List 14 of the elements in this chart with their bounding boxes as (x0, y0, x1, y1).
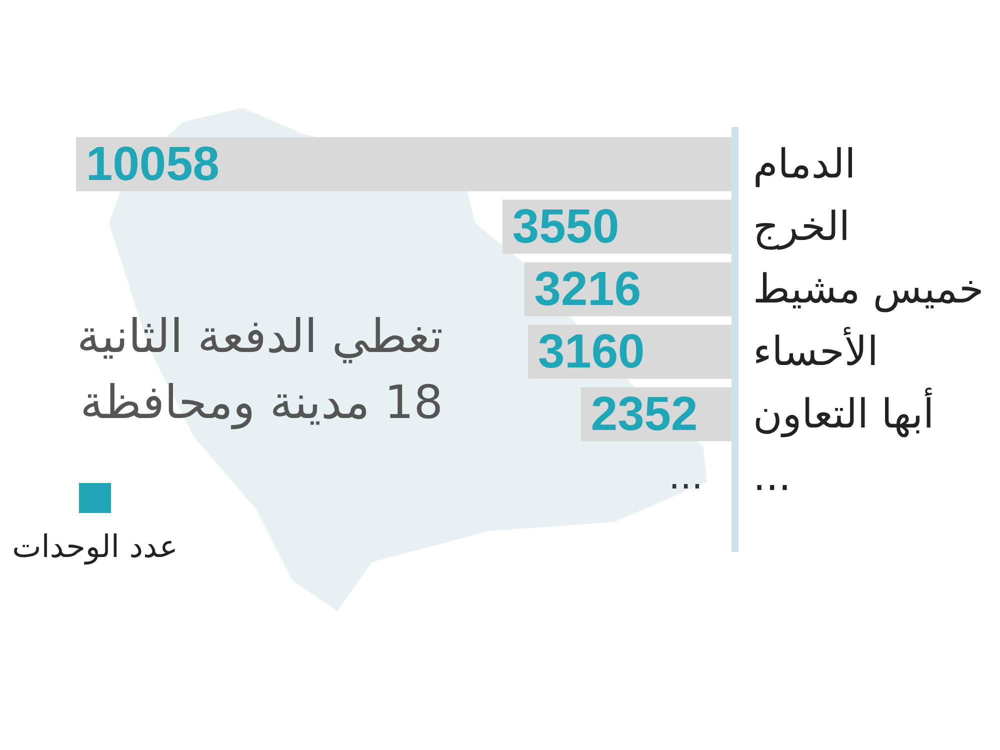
text: عدد الوحدات (12, 529, 178, 565)
text: تغطي الدفعة الثانية 18 مدينة ومحافظة (76, 308, 443, 432)
data-label: 3160 (538, 326, 645, 378)
data-label: 2352 (590, 388, 698, 441)
y-tick-label: الأحساء (753, 326, 878, 375)
y-tick-label: أبها التعاون (753, 388, 934, 438)
y-tick-label: ... (753, 454, 792, 500)
data-label: 3550 (512, 200, 620, 254)
data-label: 3216 (534, 263, 642, 316)
y-tick-label: الخرج (753, 204, 850, 250)
y-tick-label: خميس مشيط (753, 266, 984, 312)
data-label: 10058 (86, 138, 220, 191)
text: ... (668, 456, 703, 498)
y-tick-label: الدمام (753, 142, 856, 188)
